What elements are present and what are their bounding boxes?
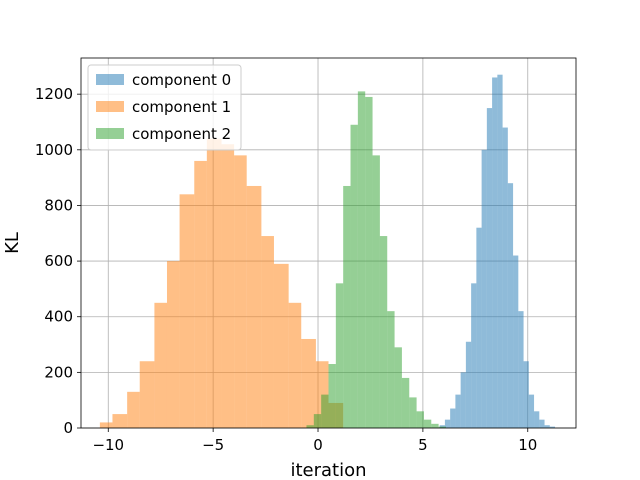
histogram-bar: [379, 236, 388, 428]
x-tick-label: 10: [518, 436, 537, 454]
histogram-bar: [438, 426, 446, 428]
x-tick-label: −5: [202, 436, 224, 454]
y-axis-label: KL: [2, 232, 23, 254]
histogram-bar: [261, 236, 274, 428]
histogram-bar: [486, 108, 493, 428]
legend: component 0 component 1 component 2: [87, 64, 242, 151]
histogram-bar: [139, 361, 155, 428]
histogram-bar: [513, 255, 519, 428]
histogram-bar: [221, 144, 235, 428]
histogram-bar: [194, 160, 207, 429]
histogram-bar: [394, 347, 402, 428]
x-tick-label: 5: [418, 436, 428, 454]
legend-label: component 0: [132, 71, 231, 89]
histogram-bar: [523, 361, 529, 428]
histogram-bar: [444, 419, 451, 428]
legend-swatch: [96, 74, 124, 85]
y-tick-label: 600: [44, 252, 73, 270]
histogram-bar: [288, 302, 302, 428]
y-tick-label: 1200: [35, 85, 73, 103]
histogram-bar: [246, 185, 262, 428]
y-tick-label: 800: [44, 196, 73, 214]
histogram-bar: [335, 283, 344, 428]
series-0-bars: [439, 74, 556, 429]
histogram-bar: [387, 311, 395, 428]
histogram-bar: [534, 411, 540, 428]
histogram-bar: [357, 91, 366, 429]
y-tick-label: 0: [63, 419, 73, 437]
histogram-bar: [313, 414, 322, 428]
histogram-bar: [465, 341, 472, 428]
histogram-bar: [273, 263, 289, 428]
x-tick-label: −10: [92, 436, 124, 454]
histogram-bar: [481, 149, 487, 428]
histogram-bar: [372, 155, 380, 429]
histogram-bar: [549, 426, 556, 428]
histogram-bar: [401, 377, 410, 428]
histogram-bar: [518, 311, 524, 428]
histogram-bar: [127, 391, 140, 428]
histogram-bar: [502, 127, 508, 428]
y-tick-label: 200: [44, 363, 73, 381]
x-axis-label: iteration: [290, 460, 366, 480]
histogram-bar: [206, 138, 222, 428]
legend-label: component 2: [132, 125, 231, 143]
histogram-bar: [166, 261, 180, 428]
histogram-bar: [416, 411, 424, 428]
histogram-bar: [301, 338, 316, 428]
histogram-bar: [154, 302, 167, 428]
legend-swatch: [96, 101, 124, 112]
histogram-bar: [450, 408, 456, 428]
series-1-bars: [99, 138, 344, 429]
histogram-bars: [99, 74, 556, 429]
y-tick-label: 400: [44, 308, 73, 326]
legend-swatch: [96, 128, 124, 139]
histogram-bar: [455, 394, 461, 428]
histogram-bar: [350, 124, 358, 429]
histogram-bar: [423, 419, 432, 428]
histogram-bar: [179, 194, 195, 428]
histogram-bar: [365, 96, 373, 429]
histogram-bar: [460, 372, 466, 428]
histogram-bar: [112, 414, 128, 428]
histogram-bar: [431, 423, 439, 428]
plot-frame: [80, 57, 577, 429]
histogram-bar: [471, 283, 477, 428]
histogram-bar: [409, 397, 417, 428]
histogram-bar: [328, 364, 336, 428]
histogram-bar: [321, 394, 329, 428]
legend-label: component 1: [132, 98, 231, 116]
histogram-bar: [476, 227, 482, 428]
axis-ticks: −10 −5 0 5 10 0 200 400 600 800 1000 1200: [35, 85, 537, 454]
y-tick-label: 1000: [35, 141, 73, 159]
histogram-bar: [99, 422, 113, 428]
x-tick-label: 0: [313, 436, 323, 454]
histogram-bar: [343, 185, 351, 428]
histogram-bar: [306, 425, 314, 428]
histogram-bar: [507, 183, 514, 428]
histogram-bar: [539, 419, 545, 428]
legend-box: [87, 64, 242, 151]
histogram-bar: [492, 77, 498, 428]
histogram-bar: [528, 394, 535, 428]
histogram-bar: [544, 425, 550, 428]
histogram-bar: [497, 74, 503, 429]
histogram-bar: [234, 155, 247, 429]
series-2-bars: [306, 91, 446, 429]
